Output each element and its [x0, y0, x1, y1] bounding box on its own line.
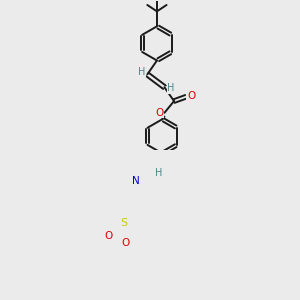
Text: H: H: [167, 83, 175, 93]
Text: N: N: [132, 176, 140, 186]
Text: O: O: [155, 108, 163, 118]
Text: S: S: [120, 218, 127, 228]
Text: H: H: [155, 168, 163, 178]
Text: O: O: [122, 238, 130, 248]
Text: H: H: [138, 67, 146, 77]
Text: O: O: [104, 231, 113, 241]
Text: O: O: [187, 91, 195, 101]
